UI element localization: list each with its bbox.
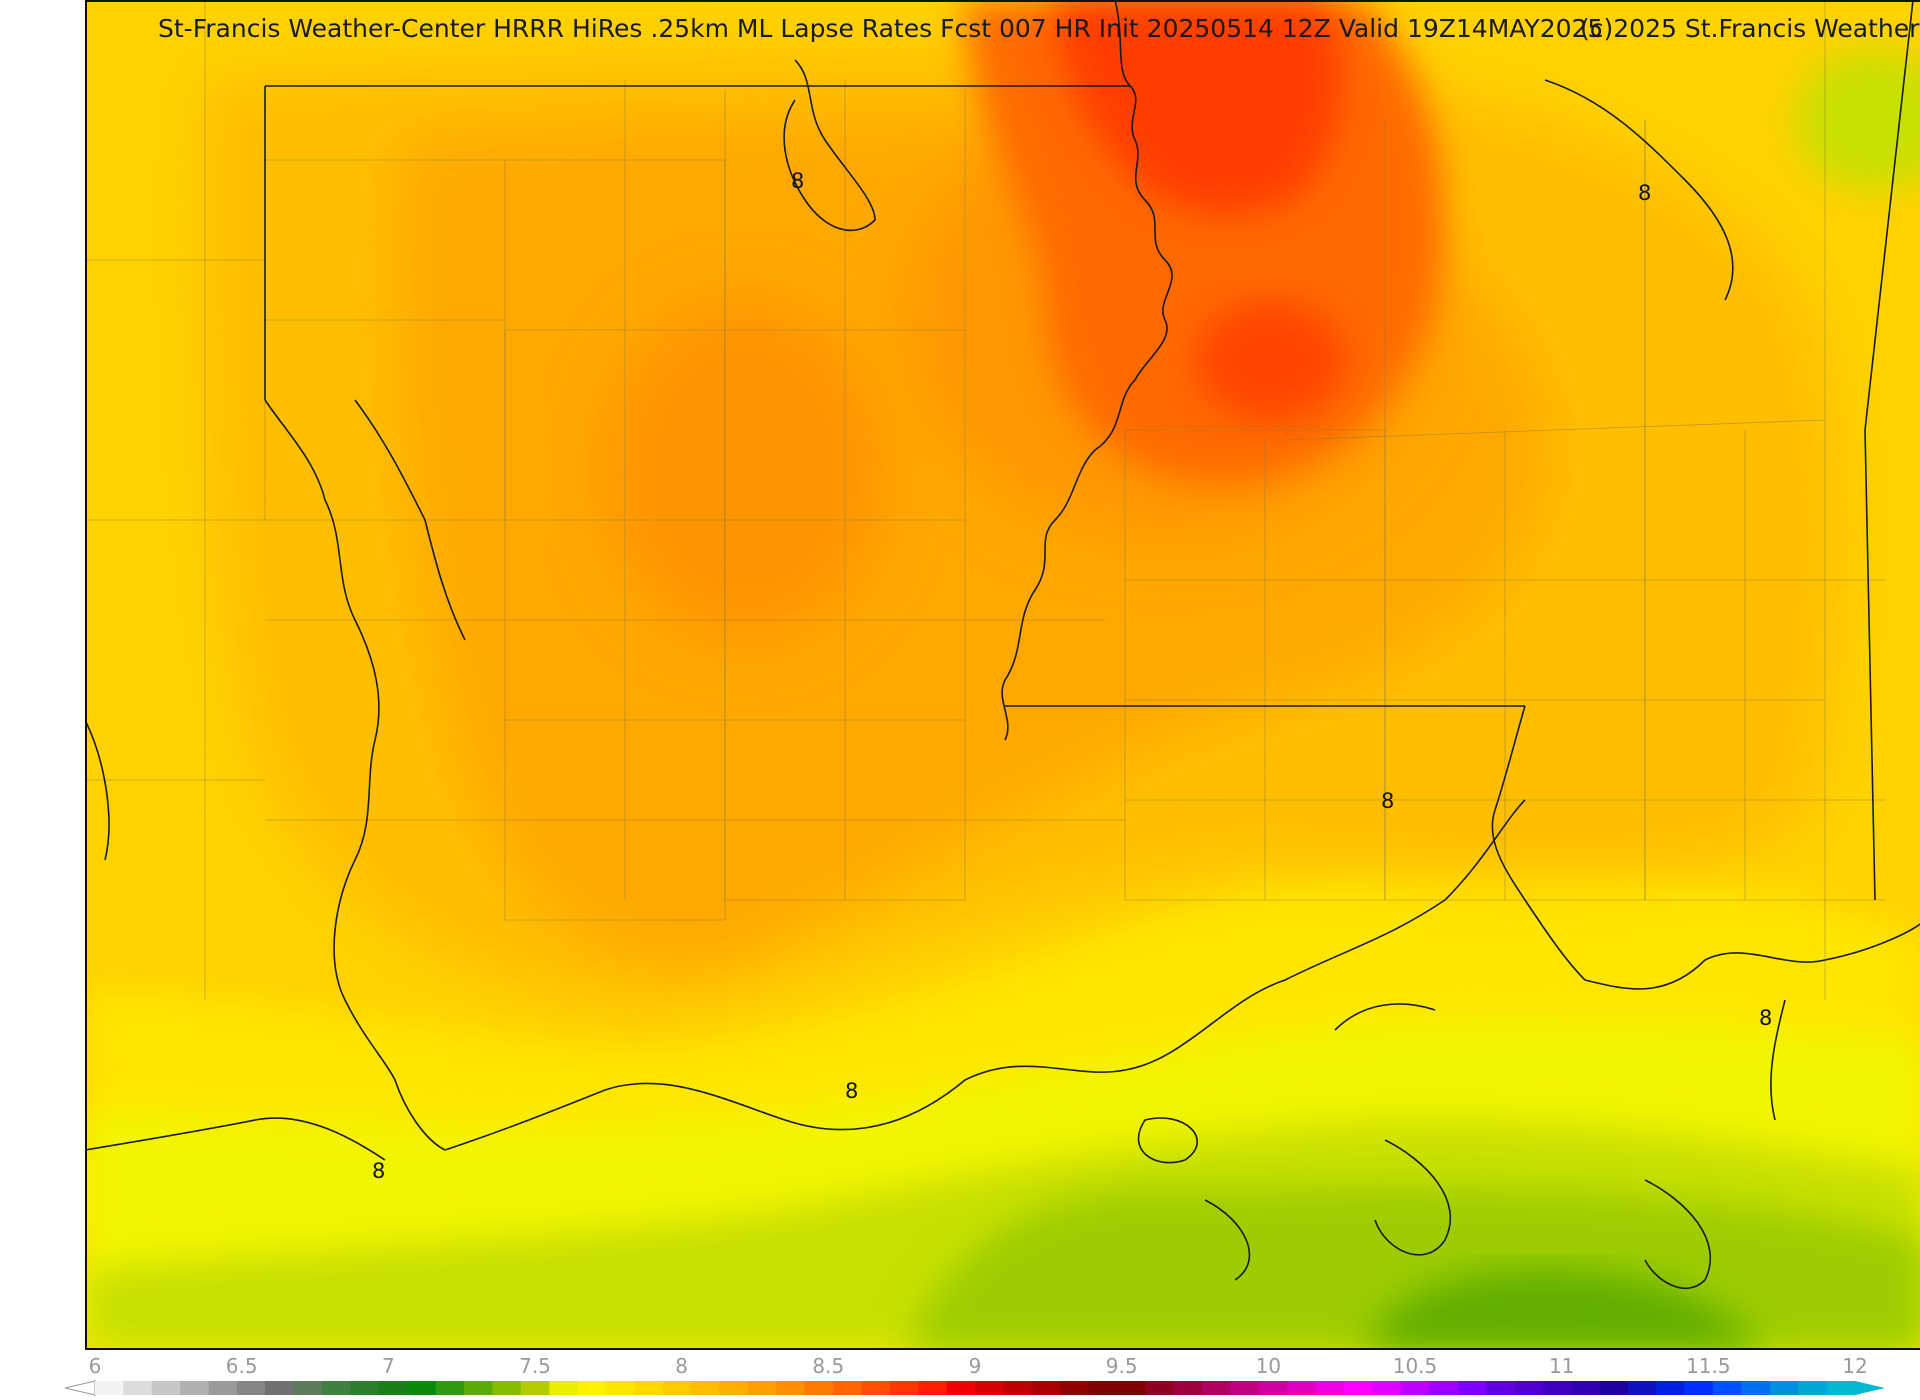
- colorbar-swatch: [265, 1381, 295, 1395]
- colorbar-swatch: [549, 1381, 579, 1395]
- colorbar-swatch: [1656, 1381, 1686, 1395]
- colorbar-swatch: [833, 1381, 862, 1395]
- colorbar-swatch: [662, 1381, 692, 1395]
- colorbar-swatch: [1826, 1381, 1856, 1395]
- colorbar-tick-label: 12: [1842, 1355, 1867, 1378]
- colorbar-swatch: [1741, 1381, 1771, 1395]
- colorbar-swatch: [946, 1381, 976, 1395]
- colorbar-swatch: [1315, 1381, 1345, 1395]
- colorbar-min-arrow: [64, 1380, 96, 1396]
- colorbar-swatch: [123, 1381, 153, 1395]
- colorbar-swatch: [1457, 1381, 1487, 1395]
- colorbar-swatch: [464, 1381, 493, 1395]
- colorbar-swatch: [1571, 1381, 1601, 1395]
- colorbar-swatch: [1542, 1381, 1572, 1395]
- colorbar-swatch: [95, 1381, 124, 1395]
- colorbar-tick-label: 9.5: [1106, 1355, 1138, 1378]
- colorbar-swatch: [1684, 1381, 1714, 1395]
- contour-label: 8: [791, 169, 804, 193]
- colorbar-swatch: [1145, 1381, 1175, 1395]
- colorbar-swatch: [1769, 1381, 1799, 1395]
- state-boundaries: [85, 0, 1920, 1290]
- colorbar-swatch: [1031, 1381, 1061, 1395]
- colorbar-swatch: [350, 1381, 380, 1395]
- colorbar-tick-label: 8: [675, 1355, 688, 1378]
- colorbar-tick-label: 8.5: [812, 1355, 844, 1378]
- colorbar-swatch: [1713, 1381, 1742, 1395]
- colorbar-tick-label: 9: [969, 1355, 982, 1378]
- colorbar-swatch: [1173, 1381, 1203, 1395]
- colorbar-swatch: [1798, 1381, 1828, 1395]
- map-border: [85, 0, 1920, 1350]
- colorbar-swatch: [1372, 1381, 1402, 1395]
- contour-label: 8: [372, 1159, 385, 1183]
- colorbar-tick-labels: 6 6.5 7 7.5 8 8.5 9 9.5 10 10.5 11 11.5 12: [89, 1355, 1868, 1378]
- colorbar-swatch: [719, 1381, 749, 1395]
- colorbar-swatch: [577, 1381, 607, 1395]
- colorbar-tick-label: 6: [89, 1355, 102, 1378]
- colorbar-swatch: [208, 1381, 238, 1395]
- colorbar-swatch: [378, 1381, 408, 1395]
- colorbar-swatch: [776, 1381, 806, 1395]
- colorbar-swatch: [520, 1381, 550, 1395]
- contour-label: 8: [1759, 1006, 1772, 1030]
- colorbar-swatch: [180, 1381, 210, 1395]
- colorbar-max-arrow: [1855, 1381, 1885, 1395]
- contour-label: 8: [845, 1079, 858, 1103]
- colorbar-tick-label: 10: [1256, 1355, 1281, 1378]
- colorbar-swatch: [293, 1381, 323, 1395]
- colorbar-swatch: [236, 1381, 266, 1395]
- colorbar-swatch: [975, 1381, 1004, 1395]
- colorbar-swatch: [1599, 1381, 1629, 1395]
- colorbar-swatch: [1627, 1381, 1657, 1395]
- colorbar-swatch: [1344, 1381, 1373, 1395]
- colorbar-swatch: [1230, 1381, 1260, 1395]
- orange-dark-core: [605, 300, 885, 640]
- colorbar-swatch: [435, 1381, 465, 1395]
- colorbar-swatches: [64, 1380, 1885, 1396]
- colorbar-swatch: [492, 1381, 522, 1395]
- colorbar-tick-label: 11: [1549, 1355, 1574, 1378]
- colorbar-swatch: [918, 1381, 948, 1395]
- colorbar-swatch: [691, 1381, 721, 1395]
- colorbar-tick-label: 11.5: [1686, 1355, 1731, 1378]
- contour-label: 8: [1381, 789, 1394, 813]
- colorbar-swatch: [151, 1381, 181, 1395]
- colorbar-swatch: [1088, 1381, 1118, 1395]
- colorbar-swatch: [1202, 1381, 1231, 1395]
- colorbar-swatch: [1400, 1381, 1430, 1395]
- contour-labels: 8 8 8 8 8 8: [372, 169, 1772, 1183]
- colorbar-tick-label: 6.5: [226, 1355, 258, 1378]
- colorbar-swatch: [1429, 1381, 1459, 1395]
- colorbar-swatch: [1287, 1381, 1317, 1395]
- colorbar-swatch: [1116, 1381, 1146, 1395]
- forecast-map: 8 8 8 8 8 8: [85, 0, 1920, 1350]
- contour-label: 8: [1638, 181, 1651, 205]
- colorbar: 6 6.5 7 7.5 8 8.5 9 9.5 10 10.5 11 11.5 12: [30, 1355, 1900, 1400]
- colorbar-swatch: [861, 1381, 891, 1395]
- colorbar-swatch: [1003, 1381, 1033, 1395]
- colorbar-tick-label: 7: [382, 1355, 395, 1378]
- colorbar-swatch: [804, 1381, 834, 1395]
- colorbar-tick-label: 7.5: [519, 1355, 551, 1378]
- colorbar-swatch: [634, 1381, 664, 1395]
- colorbar-swatch: [889, 1381, 919, 1395]
- lapse-rate-field: [85, 0, 1920, 1350]
- colorbar-swatch: [1514, 1381, 1544, 1395]
- county-boundaries: [85, 0, 1885, 1000]
- colorbar-swatch: [1060, 1381, 1090, 1395]
- red-core-north: [1055, 0, 1343, 216]
- colorbar-swatch: [1485, 1381, 1515, 1395]
- colorbar-swatch: [1258, 1381, 1288, 1395]
- colorbar-swatch: [407, 1381, 437, 1395]
- northeast-lime-patch: [1795, 50, 1920, 190]
- red-core-south: [1195, 300, 1345, 420]
- dark-green-patch: [1365, 1270, 1765, 1350]
- colorbar-swatch: [747, 1381, 777, 1395]
- colorbar-swatch: [322, 1381, 351, 1395]
- colorbar-tick-label: 10.5: [1393, 1355, 1438, 1378]
- colorbar-swatch: [605, 1381, 635, 1395]
